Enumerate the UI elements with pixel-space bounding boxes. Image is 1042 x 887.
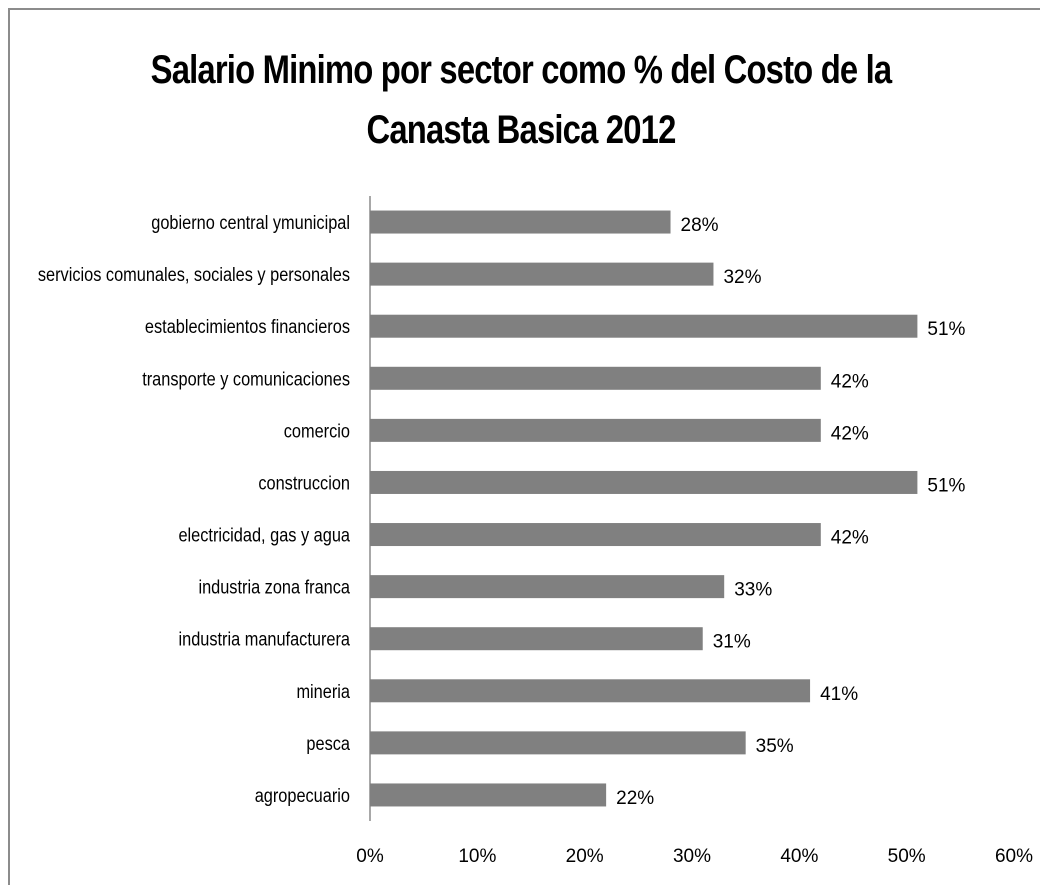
category-label-4: comercio xyxy=(284,420,350,441)
x-tick-label-3: 30% xyxy=(673,846,711,867)
category-label-0: gobierno central ymunicipal xyxy=(151,212,350,233)
bar-1 xyxy=(370,263,713,286)
bar-10 xyxy=(370,731,746,754)
data-label-7: 33% xyxy=(734,580,772,601)
data-label-6: 42% xyxy=(831,528,869,549)
x-tick-label-1: 10% xyxy=(458,846,496,867)
bar-4 xyxy=(370,419,821,442)
x-tick-label-2: 20% xyxy=(566,846,604,867)
data-label-10: 35% xyxy=(756,736,794,757)
data-label-0: 28% xyxy=(681,215,719,236)
bar-11 xyxy=(370,783,606,806)
data-label-11: 22% xyxy=(616,788,654,809)
category-label-2: establecimientos financieros xyxy=(145,316,350,337)
bar-8 xyxy=(370,627,703,650)
data-label-9: 41% xyxy=(820,684,858,705)
bar-6 xyxy=(370,523,821,546)
data-label-2: 51% xyxy=(927,319,965,340)
category-label-3: transporte y comunicaciones xyxy=(142,368,350,389)
category-label-6: electricidad, gas y agua xyxy=(178,524,350,545)
category-label-10: pesca xyxy=(306,733,350,754)
data-label-1: 32% xyxy=(723,267,761,288)
category-label-8: industria manufacturera xyxy=(178,629,350,650)
data-label-8: 31% xyxy=(713,632,751,653)
x-tick-label-5: 50% xyxy=(888,846,926,867)
bar-0 xyxy=(370,211,671,234)
x-tick-label-6: 60% xyxy=(995,846,1033,867)
data-label-4: 42% xyxy=(831,423,869,444)
bar-3 xyxy=(370,367,821,390)
category-label-1: servicios comunales, sociales y personal… xyxy=(38,264,350,285)
bar-2 xyxy=(370,315,917,338)
bar-9 xyxy=(370,679,810,702)
data-label-3: 42% xyxy=(831,371,869,392)
x-tick-label-0: 0% xyxy=(356,846,384,867)
category-label-5: construccion xyxy=(258,472,350,493)
category-label-11: agropecuario xyxy=(255,785,350,806)
category-label-7: industria zona franca xyxy=(198,576,350,597)
bar-5 xyxy=(370,471,917,494)
bar-7 xyxy=(370,575,724,598)
x-tick-label-4: 40% xyxy=(780,846,818,867)
category-label-9: mineria xyxy=(296,681,350,702)
data-label-5: 51% xyxy=(927,475,965,496)
